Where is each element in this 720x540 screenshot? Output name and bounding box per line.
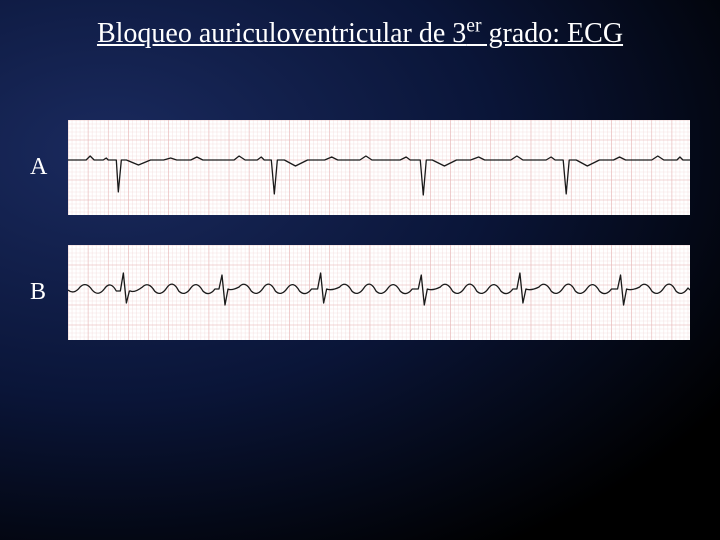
slide-title: Bloqueo auriculoventricular de 3er grado…	[30, 18, 690, 50]
title-pre: Bloqueo auriculoventricular de 3	[97, 18, 466, 49]
ecg-strip-row-b: B	[30, 245, 690, 340]
ecg-strip-row-a: A	[30, 120, 690, 215]
title-sup: er	[466, 16, 481, 37]
ecg-strip-a	[68, 120, 690, 215]
title-post: grado: ECG	[482, 18, 624, 49]
strip-label-a: A	[30, 154, 54, 181]
strip-label-b: B	[30, 279, 54, 306]
ecg-svg-b	[68, 245, 690, 340]
ecg-svg-a	[68, 120, 690, 215]
slide: Bloqueo auriculoventricular de 3er grado…	[0, 0, 720, 540]
ecg-strip-b	[68, 245, 690, 340]
